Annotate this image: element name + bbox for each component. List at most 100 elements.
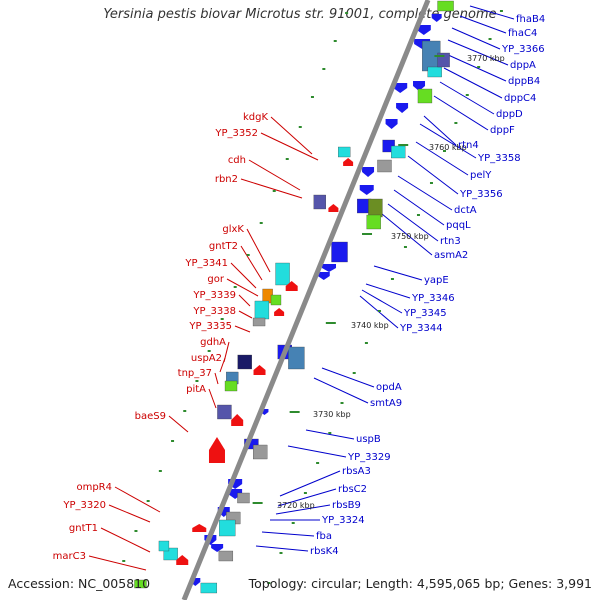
gene-arrow [359,185,374,195]
gene-box [427,66,442,78]
callout-line [447,39,509,66]
gene-box [217,404,232,420]
gene-label-YP_3344: YP_3344 [399,323,443,334]
gene-box [275,262,290,286]
gene-label-marC3: marC3 [53,551,86,562]
callout-line [108,504,151,523]
gene-label-yapE: yapE [424,275,449,286]
gene-label-dppB4: dppB4 [508,76,540,87]
tick-label: 3720 kbp [277,501,315,510]
callout-line [248,159,301,191]
gene-label-rbsK4: rbsK4 [310,546,339,557]
dot [499,10,503,12]
gene-label-opdA: opdA [376,382,402,393]
gene-arrow [322,264,337,272]
dot [390,278,394,280]
dot [279,552,283,554]
dot [477,66,481,68]
callout-line [393,189,445,226]
gene-label-dctA: dctA [454,205,477,216]
gene-label-fhaC4: fhaC4 [508,28,537,39]
gene-label-asmA2: asmA2 [434,250,468,261]
gene-box [368,198,383,218]
dot [171,440,175,442]
dot [333,40,337,42]
gene-box [270,294,282,306]
gene-label-smtA9: smtA9 [370,398,402,409]
dot [272,190,276,192]
accession-text: Accession: NC_005810 [8,576,151,591]
callout-line [168,415,189,433]
gene-box [331,241,348,263]
gene-box [338,146,351,158]
dot [122,560,126,562]
gene-label-YP_3339: YP_3339 [192,290,236,301]
gene-box [252,317,266,327]
gene-label-uspA2: uspA2 [191,353,222,364]
callout-line [305,429,355,440]
dot [328,432,332,434]
gene-arrow [208,437,225,463]
dot [220,318,224,320]
gene-label-YP_3341: YP_3341 [184,258,228,269]
gene-box [253,444,268,460]
gene-label-YP_3352: YP_3352 [214,128,258,139]
callout-line [226,278,259,297]
gene-box [219,519,236,537]
gene-label-YP_3346: YP_3346 [411,293,455,304]
gene-label-glxK: glxK [222,224,244,235]
gene-box [417,88,433,104]
tick-label: 3750 kbp [391,232,429,241]
genome-backbone [181,0,431,600]
dot [364,342,368,344]
dot [303,492,307,494]
gene-box [200,582,218,594]
gene-label-rbsC2: rbsC2 [338,484,367,495]
callout-line [255,545,309,552]
gene-label-kdgK: kdgK [243,112,268,123]
gene-arrow [317,272,330,280]
callout-line [246,228,271,273]
gene-arrow [328,204,339,212]
callout-line [433,95,489,131]
dot [285,158,289,160]
dot [291,522,295,524]
gene-label-gntT1: gntT1 [69,523,98,534]
gene-label-pqqL: pqqL [446,220,471,231]
dot [340,402,344,404]
gene-arrow [285,281,298,291]
gene-label-gntT2: gntT2 [209,241,238,252]
callout-line [219,357,226,373]
gene-box [254,300,270,320]
dot [377,310,381,312]
tick-label: 3770 kbp [467,54,505,63]
callout-line [423,115,457,146]
dot [416,214,420,216]
gene-box [437,0,454,12]
dot [158,470,162,472]
gene-arrow [385,119,398,129]
gene-box [237,492,250,504]
dot [345,12,349,14]
gene-label-dppD: dppD [496,109,523,120]
dot [134,530,138,532]
gene-box [224,380,238,392]
callout-line [114,486,161,513]
callout-lines [88,5,515,571]
tick-label: 3740 kbp [351,321,389,330]
gene-arrow [413,81,426,91]
dot [442,150,446,152]
gene-label-ompR4: ompR4 [76,482,112,493]
gene-label-pelY: pelY [470,170,492,181]
gene-arrow [362,167,375,177]
gene-box [218,550,234,562]
callout-line [451,27,501,50]
callout-line [260,132,319,161]
outer-dots [122,10,503,584]
dot [403,246,407,248]
callout-line [261,531,315,537]
callout-line [208,388,217,409]
dot [233,286,237,288]
callout-line [238,310,253,319]
